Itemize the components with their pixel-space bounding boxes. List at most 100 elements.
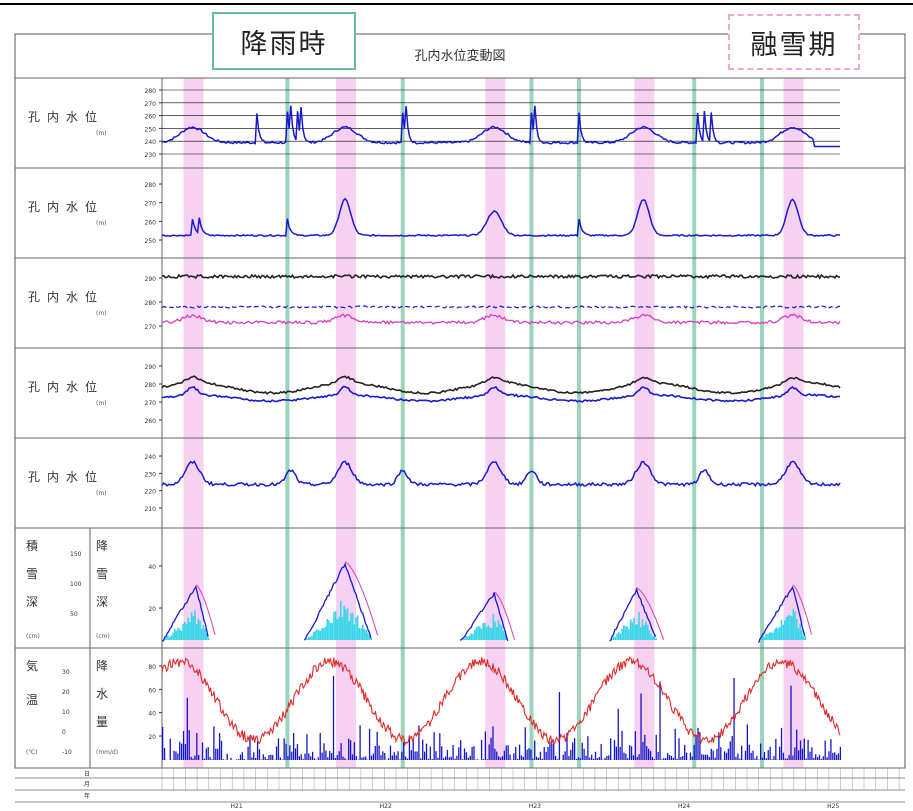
row-label-r4-char1: 孔 xyxy=(28,380,40,394)
precip-bar xyxy=(392,755,393,760)
precip-bar xyxy=(420,758,421,760)
precip-bar xyxy=(826,757,827,760)
snow-bar-s4 xyxy=(621,629,623,640)
precip-bar xyxy=(447,750,448,760)
snow-bar-s1 xyxy=(198,619,200,640)
precip-bar xyxy=(690,753,691,760)
precip-bar xyxy=(456,756,457,760)
precip-bar xyxy=(779,747,780,760)
snow-bar-s1 xyxy=(186,624,188,640)
snow-bar-s3 xyxy=(479,626,481,640)
precip-bar xyxy=(825,741,826,760)
precip-bar xyxy=(363,757,364,760)
precip-bar xyxy=(247,747,248,760)
precip-bar xyxy=(498,756,499,760)
precip-bar xyxy=(230,758,231,760)
snow-bar-s2 xyxy=(362,625,364,640)
precip-bar xyxy=(255,758,256,760)
precip-bar xyxy=(179,742,180,760)
precip-bar xyxy=(287,756,288,760)
row-unit-r4: (m) xyxy=(96,400,107,407)
precip-bar xyxy=(582,743,583,760)
precip-bar xyxy=(840,747,841,760)
snow-bar-s5 xyxy=(777,628,779,640)
precip-bar xyxy=(464,748,465,760)
precip-bar xyxy=(350,740,351,760)
precip-bar xyxy=(773,756,774,760)
precip-bar xyxy=(327,757,328,760)
snow-bar-s2 xyxy=(332,623,334,640)
precip-bar xyxy=(515,747,516,760)
snow-right-label-char3: 深 xyxy=(96,595,108,609)
precip-bar xyxy=(618,709,619,760)
snow-bar-s3 xyxy=(476,627,478,640)
precip-bar xyxy=(676,759,677,760)
snow-bar-s3 xyxy=(503,631,505,640)
precip-bar xyxy=(320,733,321,760)
precip-bar xyxy=(227,754,228,760)
precip-bar xyxy=(454,759,455,760)
precip-bar xyxy=(506,746,507,760)
footer-year-1: H21 xyxy=(231,803,243,810)
precip-bar xyxy=(828,751,829,760)
y-tick-label-r1-5: 240 xyxy=(145,139,157,146)
precip-bar xyxy=(519,745,520,760)
snow-bar-s5 xyxy=(781,620,783,640)
precip-bar xyxy=(614,740,615,760)
precip-bar xyxy=(295,748,296,760)
precip-bar xyxy=(489,744,490,760)
precip-bar xyxy=(724,751,725,760)
precip-bar xyxy=(631,746,632,760)
precip-bar xyxy=(568,756,569,760)
precip-bar xyxy=(164,748,165,760)
snow-bar-s5 xyxy=(799,624,801,640)
precip-bar xyxy=(616,747,617,760)
precip-bar xyxy=(473,746,474,760)
snow-bar-s2 xyxy=(326,619,328,640)
snow-bar-s4 xyxy=(615,637,617,640)
y-tick-label-r3-1: 290 xyxy=(145,276,157,283)
snow-bar-s2 xyxy=(348,621,350,640)
precip-label-char2: 水 xyxy=(96,687,108,701)
precip-bar xyxy=(530,750,531,760)
precip-bar xyxy=(397,751,398,760)
precip-bar xyxy=(735,757,736,760)
snow-bar-s5 xyxy=(762,637,764,640)
precip-bar xyxy=(701,754,702,760)
snow-bar-s5 xyxy=(793,609,795,640)
precip-bar xyxy=(819,755,820,760)
y-tick-label-r6-2: 20 xyxy=(148,606,156,613)
precip-bar xyxy=(749,745,750,760)
precip-bar xyxy=(217,749,218,760)
precip-bar xyxy=(585,756,586,760)
precip-bar xyxy=(659,681,660,760)
precip-bar xyxy=(369,729,370,760)
precip-bar xyxy=(219,733,220,760)
row-label-r4-char4: 位 xyxy=(85,379,97,394)
precip-bar xyxy=(806,759,807,760)
y-tick-label-r7-1: 80 xyxy=(148,664,156,671)
precip-bar xyxy=(439,733,440,760)
precip-bar xyxy=(821,759,822,760)
snow-bar-s2 xyxy=(320,631,322,640)
row-label-r1-char3: 水 xyxy=(66,110,78,124)
precip-bar xyxy=(680,757,681,760)
precip-bar xyxy=(694,745,695,760)
precip-bar xyxy=(359,725,360,760)
snow-bar-s4 xyxy=(628,629,630,640)
precip-bar xyxy=(608,755,609,760)
precip-bar xyxy=(741,746,742,760)
precip-bar xyxy=(657,752,658,760)
precip-bar xyxy=(223,759,224,760)
snow-bar-s2 xyxy=(340,601,342,640)
snow-bar-s2 xyxy=(359,628,361,640)
precip-bar xyxy=(445,756,446,760)
y-tick-label-r7-2: 60 xyxy=(148,687,156,694)
snow-bar-s1 xyxy=(172,633,174,640)
precip-bar xyxy=(354,742,355,760)
snow-bar-s1 xyxy=(201,629,203,640)
precip-bar xyxy=(477,759,478,760)
snow-bar-s5 xyxy=(787,615,789,640)
snow-bar-s2 xyxy=(337,619,339,640)
